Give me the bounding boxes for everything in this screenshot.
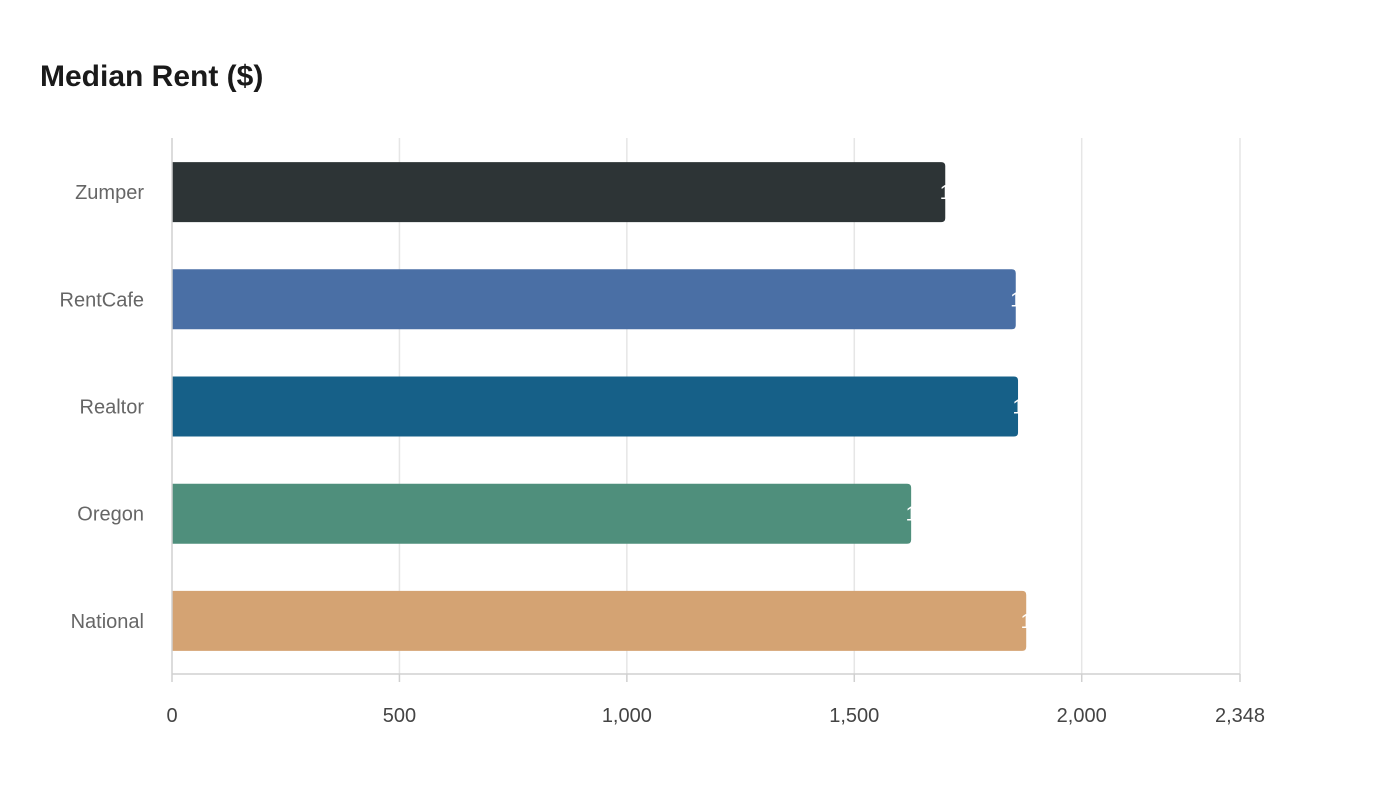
bar-value-label: 1 (1012, 397, 1023, 419)
bars: 1 1 1 1 1 (172, 162, 1032, 651)
x-tick-label: 1,000 (602, 705, 652, 727)
bar-value-label: 1 (1021, 611, 1032, 633)
bar-value-label: 1 (906, 504, 917, 526)
x-tick-label: 2,348 (1215, 705, 1265, 727)
category-label: Zumper (75, 182, 144, 204)
bar-rentcafe (172, 269, 1016, 330)
chart-title: Median Rent ($) (40, 60, 264, 93)
bar-zumper (172, 162, 946, 223)
category-label: Oregon (77, 504, 144, 526)
x-tick-label: 0 (166, 705, 177, 727)
category-label: RentCafe (60, 289, 145, 311)
x-tick-label: 1,500 (829, 705, 879, 727)
bar-value-label: 1 (940, 182, 951, 204)
bar-oregon (172, 483, 912, 544)
x-tick-label: 2,000 (1057, 705, 1107, 727)
axes: 0 500 1,000 1,500 2,000 2,348 Zumper RentCafe Re… (60, 138, 1265, 727)
x-tick-label: 500 (383, 705, 416, 727)
bar-national (172, 590, 1027, 651)
bar-value-label: 1 (1010, 289, 1021, 311)
category-label: Realtor (80, 397, 145, 419)
bar-realtor (172, 376, 1019, 437)
category-label: National (71, 611, 144, 633)
